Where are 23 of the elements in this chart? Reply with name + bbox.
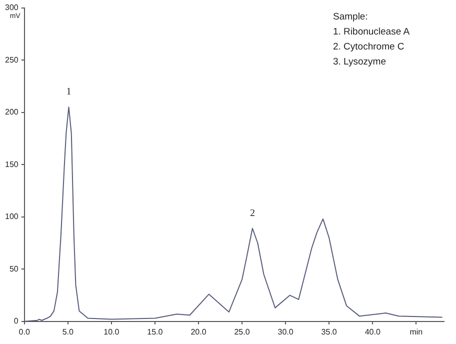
annotation: 1. Ribonuclease A bbox=[333, 26, 410, 38]
x-tick-label: 5.0 bbox=[62, 327, 74, 336]
y-tick-label: 150 bbox=[4, 160, 19, 169]
annotation: 2 bbox=[250, 208, 255, 219]
y-tick-label: 50 bbox=[9, 264, 19, 274]
x-tick-label: min bbox=[410, 327, 423, 336]
annotation: 2. Cytochrome C bbox=[333, 41, 404, 52]
x-tick-label: 20.0 bbox=[190, 327, 207, 336]
y-tick-label: 0 bbox=[14, 316, 19, 326]
x-tick-label: 25.0 bbox=[234, 327, 250, 336]
annotation: 1 bbox=[66, 86, 72, 98]
y-tick-label: 200 bbox=[4, 108, 19, 117]
x-tick-label: 10.0 bbox=[104, 327, 120, 336]
annotation: Sample: bbox=[333, 11, 368, 22]
y-tick-label: 100 bbox=[4, 212, 19, 222]
x-tick-label: 30.0 bbox=[278, 327, 294, 336]
x-tick-label: 0.0 bbox=[18, 327, 30, 336]
x-tick-label: 15.0 bbox=[147, 327, 164, 336]
x-tick-label: 35.0 bbox=[321, 327, 338, 336]
x-tick-label: 40.0 bbox=[364, 327, 381, 336]
y-tick-label: 300 bbox=[4, 3, 19, 12]
y-tick-label: 250 bbox=[4, 55, 19, 64]
annotation: 3. Lysozyme bbox=[333, 56, 386, 68]
